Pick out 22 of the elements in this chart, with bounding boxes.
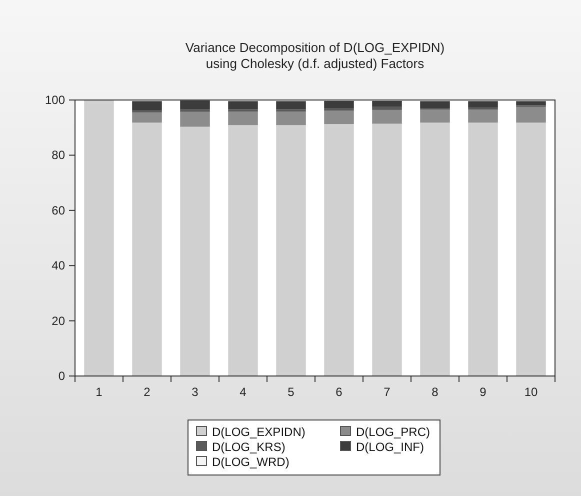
x-tick-label: 4	[240, 385, 247, 399]
legend-label: D(LOG_WRD)	[212, 455, 290, 469]
x-tick-label: 7	[384, 385, 391, 399]
y-tick-label: 80	[52, 148, 66, 162]
legend-label: D(LOG_EXPIDN)	[212, 425, 306, 439]
x-tick-label: 3	[192, 385, 199, 399]
x-tick-label: 6	[336, 385, 343, 399]
y-tick-label: 100	[44, 93, 66, 107]
legend-label: D(LOG_PRC)	[356, 425, 430, 439]
y-tick-label: 0	[58, 369, 66, 383]
x-tick-label: 10	[524, 385, 538, 399]
x-tick-label: 5	[288, 385, 295, 399]
legend-label: D(LOG_INF)	[356, 440, 424, 454]
legend-label: D(LOG_KRS)	[212, 440, 286, 454]
chart-title: Variance Decomposition of D(LOG_EXPIDN) using Cholesky (d.f. adjusted) Factors	[185, 40, 445, 71]
y-tick-label: 20	[52, 314, 66, 328]
y-tick-label: 60	[52, 203, 66, 218]
x-tick-label: 8	[432, 385, 439, 399]
x-tick-label: 9	[480, 385, 487, 399]
x-tick-label: 1	[96, 385, 103, 399]
y-tick-label: 40	[52, 258, 66, 273]
x-tick-label: 2	[144, 385, 151, 399]
